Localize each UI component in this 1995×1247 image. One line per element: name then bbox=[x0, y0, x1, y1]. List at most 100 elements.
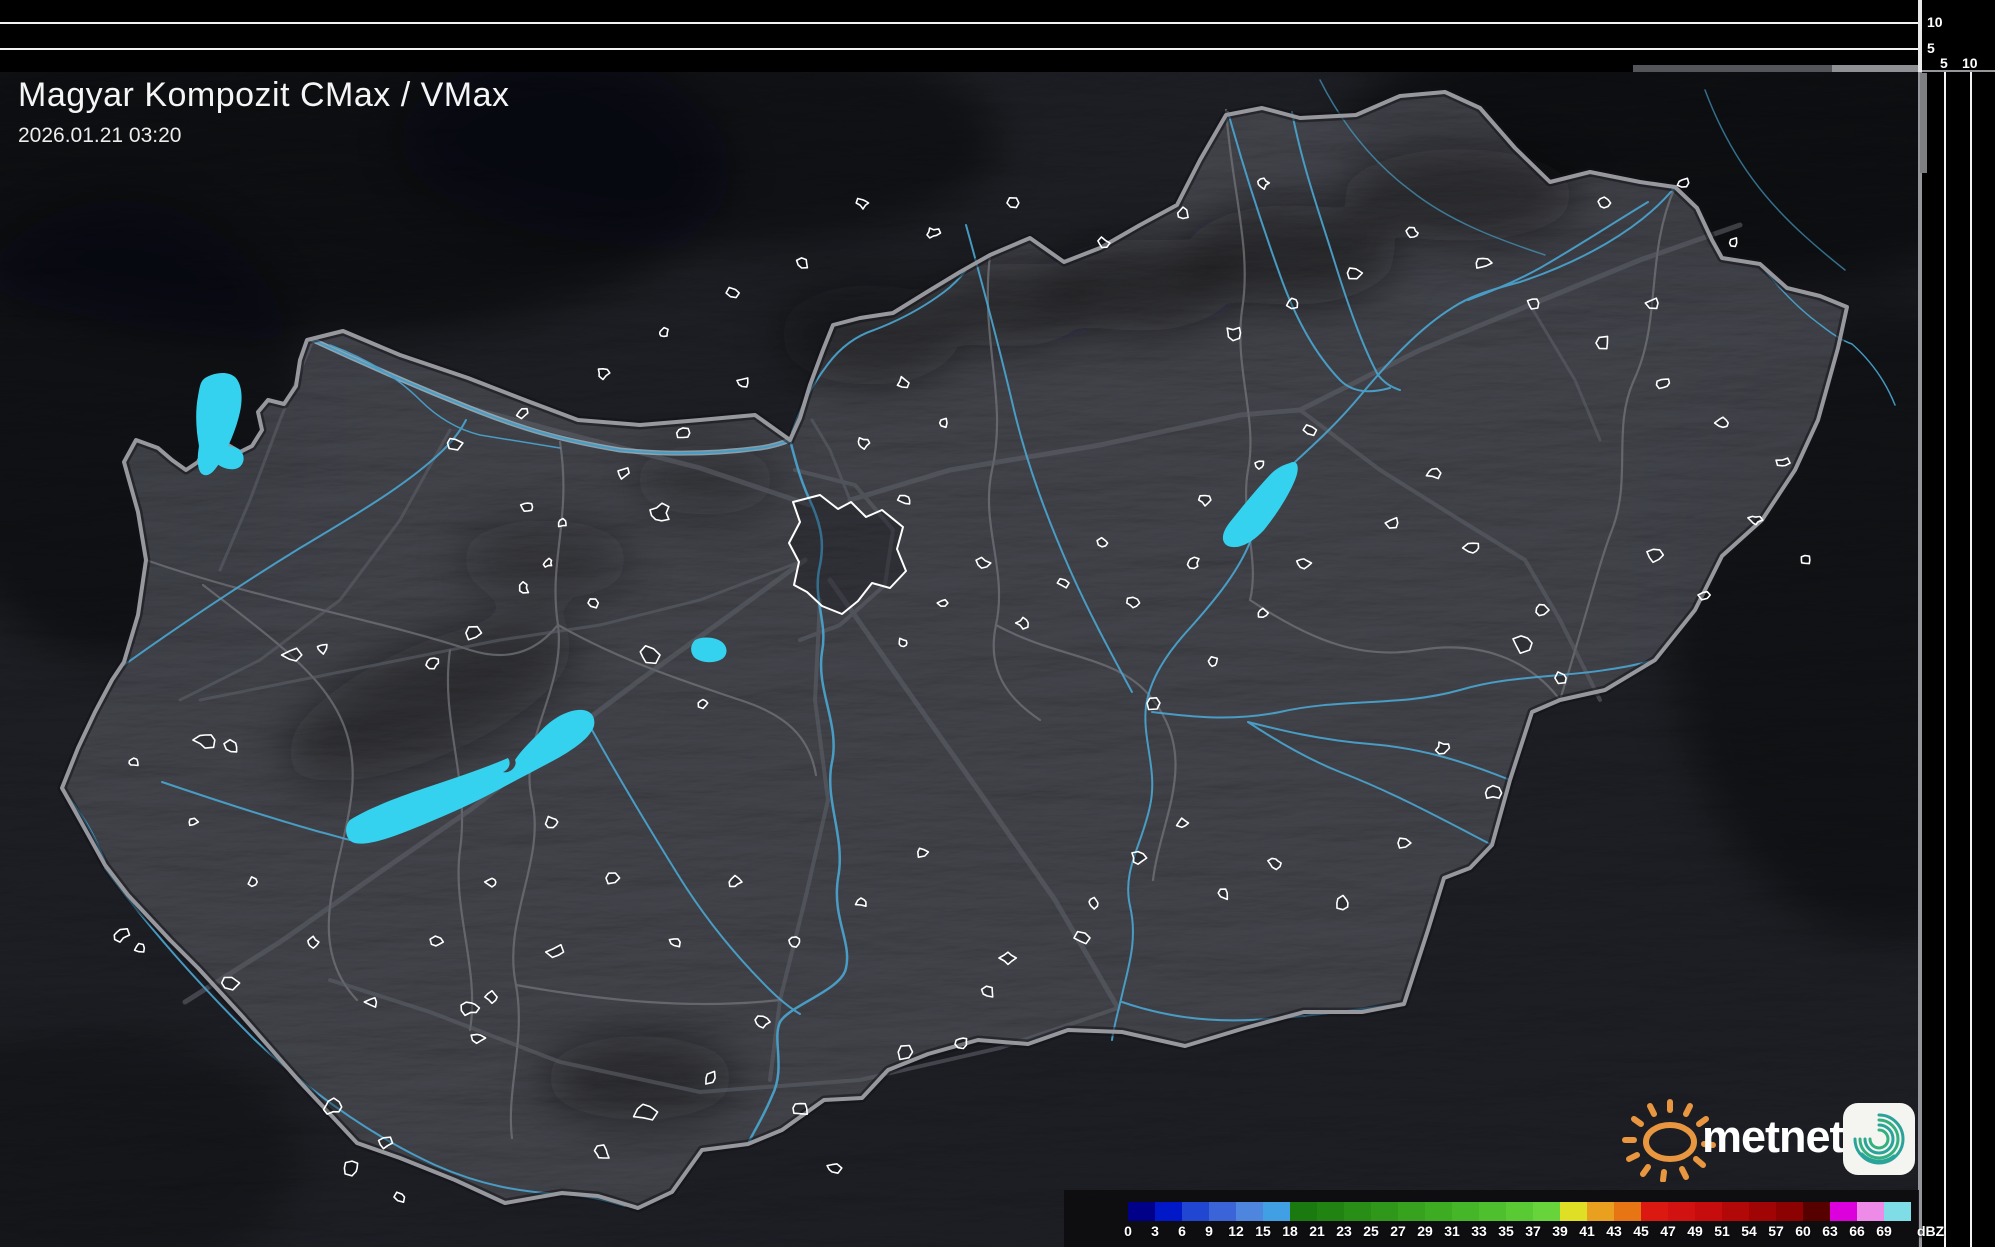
town-outline bbox=[1131, 850, 1148, 865]
town-outline bbox=[675, 427, 691, 439]
town-outline bbox=[605, 872, 621, 885]
town-outline bbox=[593, 1144, 610, 1159]
legend-swatch bbox=[1587, 1202, 1614, 1221]
top-axis-tick-5: 5 bbox=[1927, 40, 1935, 56]
town-outline bbox=[1217, 888, 1229, 901]
legend-tick-label: 23 bbox=[1336, 1223, 1352, 1239]
panel-divider bbox=[1918, 0, 1922, 1247]
town-outline bbox=[617, 467, 630, 480]
town-outline bbox=[587, 598, 600, 609]
town-outline bbox=[1257, 607, 1270, 618]
legend-swatch bbox=[1317, 1202, 1344, 1221]
town-outline bbox=[896, 375, 910, 389]
river-koros-3 bbox=[1247, 721, 1493, 846]
lake-tisza bbox=[1222, 462, 1298, 548]
legend-swatch bbox=[1479, 1202, 1506, 1221]
town-outline bbox=[343, 1160, 359, 1177]
town-outline bbox=[1006, 197, 1020, 209]
top-profile-baseline-segment bbox=[1633, 65, 1832, 72]
town-outline bbox=[544, 943, 565, 959]
scrollbar-thumb[interactable] bbox=[1920, 73, 1927, 173]
top-profile-baseline-segment-light bbox=[1832, 65, 1919, 72]
town-outline bbox=[1175, 817, 1190, 829]
town-outline bbox=[854, 897, 867, 907]
town-outline bbox=[896, 494, 911, 505]
legend-tick-label: 3 bbox=[1151, 1223, 1159, 1239]
legend-tick-label: 27 bbox=[1390, 1223, 1406, 1239]
town-outline bbox=[597, 368, 611, 381]
legend-tick-label: 0 bbox=[1124, 1223, 1132, 1239]
town-outline bbox=[1728, 237, 1738, 248]
town-outline bbox=[1644, 297, 1659, 310]
legend-swatch bbox=[1371, 1202, 1398, 1221]
town-outline bbox=[1186, 556, 1200, 570]
town-outline bbox=[897, 1044, 914, 1061]
right-vertical-profile-panel bbox=[1922, 0, 1995, 1247]
lake-ferto bbox=[196, 372, 242, 476]
town-outline bbox=[1775, 457, 1791, 467]
top-profile-gridline-10km bbox=[0, 22, 1919, 24]
panel-divider-top bbox=[1918, 0, 1922, 72]
page-title: Magyar Kompozit CMax / VMax bbox=[18, 76, 510, 114]
town-outline bbox=[393, 1191, 406, 1203]
town-outline bbox=[954, 1037, 968, 1050]
legend-swatch bbox=[1425, 1202, 1452, 1221]
town-outline bbox=[465, 625, 483, 641]
page-datetime: 2026.01.21 03:20 bbox=[18, 124, 182, 147]
town-outline bbox=[1434, 741, 1451, 755]
legend-tick-label: 39 bbox=[1552, 1223, 1568, 1239]
river-koros-1 bbox=[1151, 659, 1656, 719]
legend-tick-label: 51 bbox=[1714, 1223, 1730, 1239]
town-outline bbox=[1176, 206, 1189, 220]
town-outline bbox=[1014, 616, 1029, 630]
legend-tick-label: 54 bbox=[1741, 1223, 1757, 1239]
town-outline bbox=[544, 815, 559, 829]
town-outline bbox=[1267, 857, 1282, 871]
river-hernad bbox=[1291, 111, 1401, 391]
legend-tick-label: 41 bbox=[1579, 1223, 1595, 1239]
town-outline bbox=[1475, 257, 1493, 269]
town-outline bbox=[363, 997, 378, 1008]
legend-swatch bbox=[1533, 1202, 1560, 1221]
town-outline bbox=[1096, 536, 1109, 548]
legend-tick-label: 47 bbox=[1660, 1223, 1676, 1239]
legend-swatch bbox=[1776, 1202, 1803, 1221]
town-outline bbox=[377, 1136, 394, 1150]
town-outline bbox=[460, 1001, 481, 1017]
hungary-radar-map bbox=[0, 72, 1919, 1247]
town-outline bbox=[1425, 467, 1442, 480]
town-outline bbox=[220, 976, 241, 991]
town-outline bbox=[1056, 577, 1070, 589]
legend-unit-label: dBZ bbox=[1917, 1223, 1945, 1239]
legend-tick-label: 31 bbox=[1444, 1223, 1460, 1239]
river-zagyva bbox=[965, 224, 1133, 693]
town-outline bbox=[519, 502, 534, 512]
title-block: Magyar Kompozit CMax / VMax 2026.01.21 0… bbox=[18, 76, 510, 148]
town-outline bbox=[223, 738, 238, 753]
legend-tick-label: 9 bbox=[1205, 1223, 1213, 1239]
legend-swatch bbox=[1263, 1202, 1290, 1221]
town-outline bbox=[1800, 554, 1811, 565]
legend-tick-label: 60 bbox=[1795, 1223, 1811, 1239]
legend-swatch bbox=[1749, 1202, 1776, 1221]
town-outline bbox=[1512, 635, 1533, 654]
town-outline bbox=[1285, 297, 1299, 310]
town-outline bbox=[1146, 697, 1161, 711]
legend-tick-label: 12 bbox=[1228, 1223, 1244, 1239]
right-profile-axis-line bbox=[1922, 70, 1995, 72]
town-outline bbox=[826, 1163, 843, 1174]
legend-tick-label: 66 bbox=[1849, 1223, 1865, 1239]
town-outline bbox=[1397, 837, 1412, 849]
town-outline bbox=[632, 1103, 659, 1121]
town-outline bbox=[1097, 236, 1111, 249]
legend-tick-label: 37 bbox=[1525, 1223, 1541, 1239]
legend-swatch bbox=[1722, 1202, 1749, 1221]
town-outline bbox=[1535, 603, 1550, 617]
town-outline bbox=[1346, 267, 1364, 280]
metnet-app-icon bbox=[1843, 1103, 1915, 1175]
town-outline bbox=[1405, 226, 1419, 239]
town-outline bbox=[113, 928, 131, 943]
county-borders bbox=[144, 108, 1677, 1140]
legend-swatch bbox=[1506, 1202, 1533, 1221]
dbz-legend: 0 3 6 9 12 15 18 21 23 25 27 29 31 33 35 37 39 41 43 45 47 49… bbox=[1064, 1190, 1944, 1247]
